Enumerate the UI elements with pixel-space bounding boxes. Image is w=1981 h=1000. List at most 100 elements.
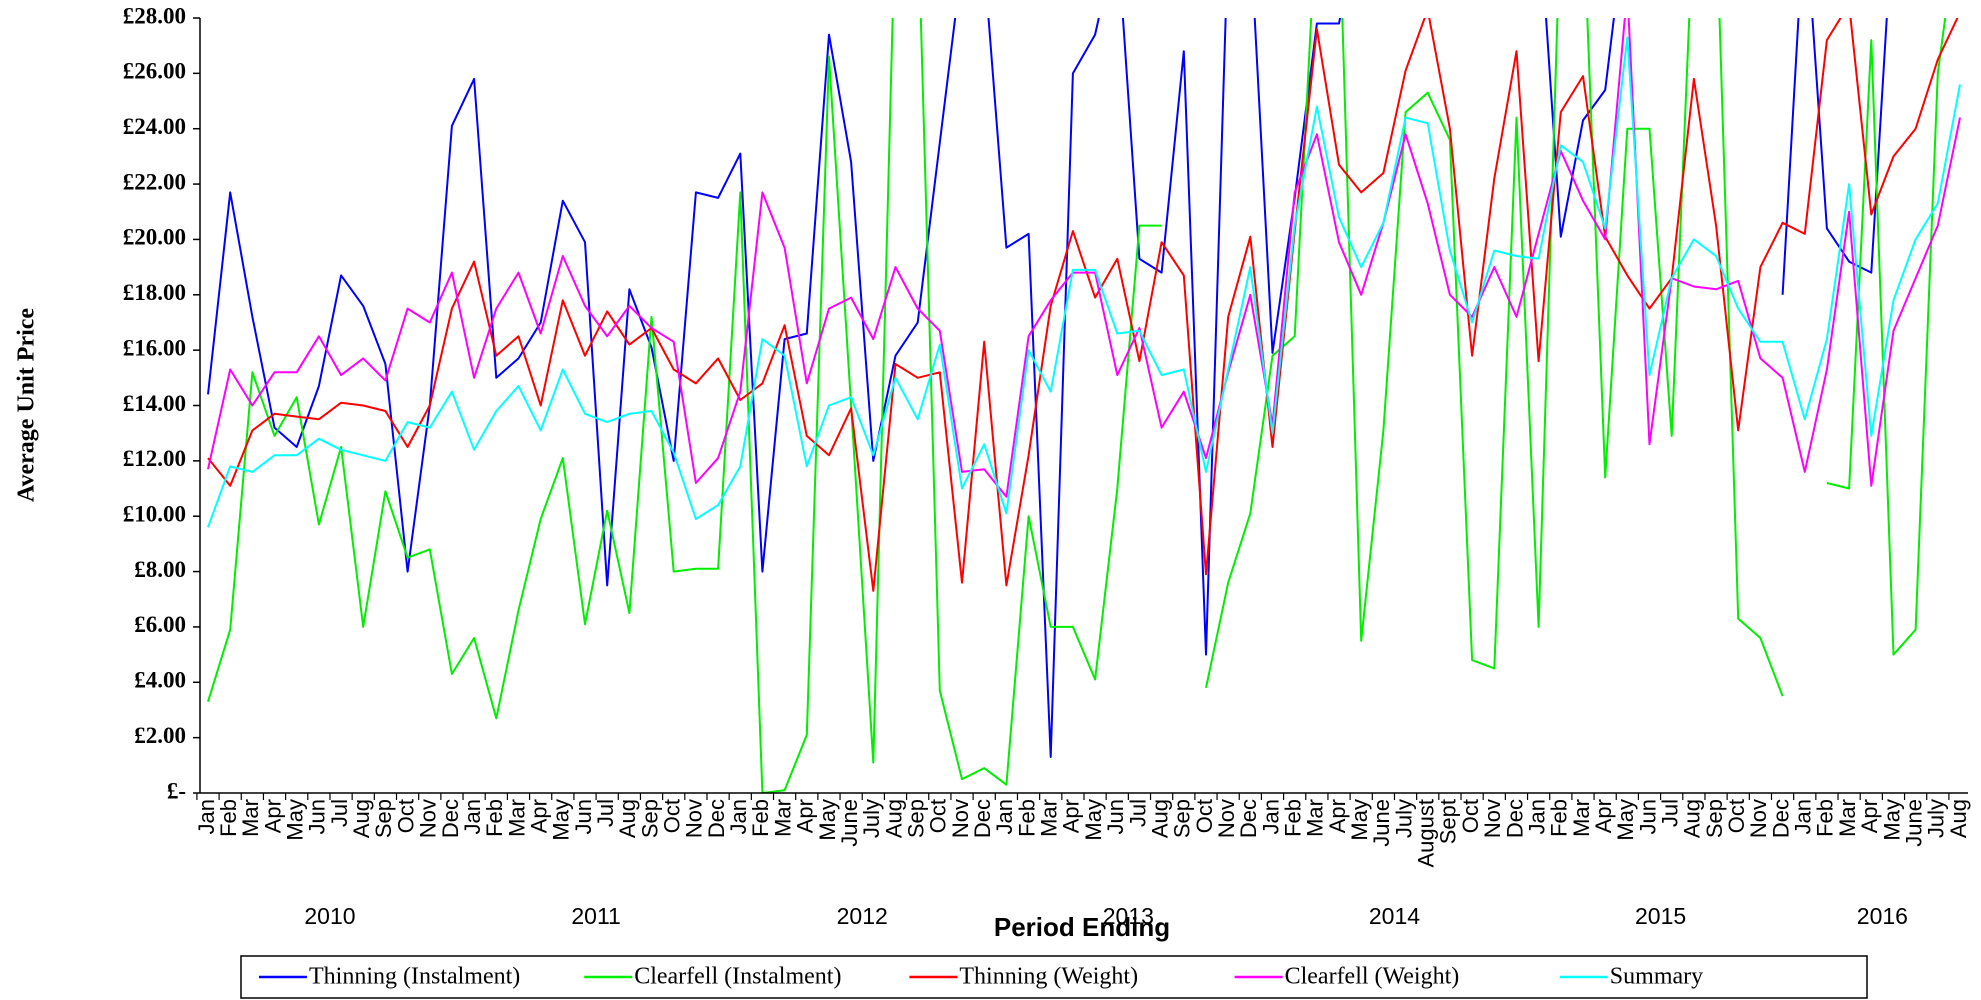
x-tick-label: Nov (1480, 799, 1505, 838)
series-line (207, 18, 1961, 498)
x-tick-label: May (1613, 799, 1638, 841)
x-tick-label: Sep (637, 799, 662, 838)
x-tick-label: Nov (1746, 799, 1771, 838)
x-tick-label: May (549, 799, 574, 841)
x-tick-label: Jan (1524, 799, 1549, 834)
x-tick-label: Apr (1857, 799, 1882, 833)
x-tick-label: Jan (194, 799, 219, 834)
y-tick-label: £4.00 (134, 668, 186, 693)
x-tick-label: July (1924, 799, 1949, 838)
x-tick-label: Dec (1502, 799, 1527, 838)
x-tick-label: Mar (770, 799, 795, 837)
y-tick-label: £16.00 (123, 335, 186, 360)
year-label: 2011 (571, 903, 620, 929)
x-tick-label: Aug (1680, 799, 1705, 838)
x-tick-label: Feb (1813, 799, 1838, 837)
x-tick-label: Sep (1170, 799, 1195, 838)
x-tick-label: Feb (1014, 799, 1039, 837)
x-tick-label: Dec (970, 799, 995, 838)
x-tick-label: Feb (748, 799, 773, 837)
y-tick-label: £2.00 (134, 723, 186, 748)
y-tick-label: £18.00 (123, 280, 186, 305)
x-tick-label: Oct (660, 799, 685, 833)
x-tick-label: Mar (1569, 799, 1594, 837)
legend-label: Summary (1610, 964, 1703, 990)
x-tick-label: Sep (1702, 799, 1727, 838)
x-tick-label: Aug (1946, 799, 1971, 838)
x-tick-label: July (1391, 799, 1416, 838)
series-line (207, 18, 1947, 793)
x-tick-label: Aug (615, 799, 640, 838)
x-tick-label: July (859, 799, 884, 838)
x-tick-label: Oct (926, 799, 951, 833)
year-label: 2014 (1369, 903, 1420, 929)
x-tick-label: Oct (393, 799, 418, 833)
y-tick-label: £- (167, 778, 186, 803)
x-tick-label: Aug (881, 799, 906, 838)
x-tick-label: Oct (1458, 799, 1483, 833)
legend-label: Clearfell (Instalment) (634, 964, 841, 990)
x-tick-label: Jul (593, 799, 618, 827)
x-tick-label: Jan (460, 799, 485, 834)
x-tick-label: Mar (1037, 799, 1062, 837)
x-tick-label: Dec (438, 799, 463, 838)
x-tick-label: Jul (1658, 799, 1683, 827)
x-tick-label: Jan (726, 799, 751, 834)
x-tick-label: June (837, 799, 862, 847)
x-tick-label: August (1414, 799, 1439, 868)
year-label: 2015 (1635, 903, 1686, 929)
x-tick-label: Jun (305, 799, 330, 834)
plot-lines (207, 18, 1961, 793)
x-tick-label: Jan (992, 799, 1017, 834)
y-axis-title: Average Unit Price (14, 308, 40, 502)
x-tick-label: Mar (504, 799, 529, 837)
y-tick-label: £12.00 (123, 446, 186, 471)
x-tick-label: Feb (216, 799, 241, 837)
x-tick-label: Sept (1436, 799, 1461, 844)
x-tick-label: Feb (1280, 799, 1305, 837)
x-tick-label: Nov (948, 799, 973, 838)
x-tick-label: June (1369, 799, 1394, 847)
y-tick-label: £28.00 (123, 3, 186, 28)
x-tick-label: Jun (571, 799, 596, 834)
x-tick-label: May (1081, 799, 1106, 841)
x-tick-label: Mar (1303, 799, 1328, 837)
y-tick-label: £14.00 (123, 391, 186, 416)
x-tick-label: Jun (1103, 799, 1128, 834)
x-tick-label: Nov (416, 799, 441, 838)
x-tick-label: May (1347, 799, 1372, 841)
y-tick-label: £10.00 (123, 501, 186, 526)
x-tick-label: Apr (526, 799, 551, 833)
x-tick-label: Apr (1591, 799, 1616, 833)
x-tick-label: Apr (793, 799, 818, 833)
x-tick-label: Nov (682, 799, 707, 838)
x-tick-label: Sep (371, 799, 396, 838)
x-tick-label: Apr (260, 799, 285, 833)
y-tick-label: £26.00 (123, 59, 186, 84)
y-tick-label: £22.00 (123, 169, 186, 194)
y-tick-label: £8.00 (134, 557, 186, 582)
x-tick-label: Oct (1724, 799, 1749, 833)
x-tick-label: Mar (238, 799, 263, 837)
x-tick-label: Oct (1192, 799, 1217, 833)
x-tick-label: Jul (1125, 799, 1150, 827)
series-line (207, 18, 1888, 758)
x-tick-label: Aug (349, 799, 374, 838)
x-tick-label: Jul (327, 799, 352, 827)
x-tick-label: May (283, 799, 308, 841)
x-tick-label: Feb (1547, 799, 1572, 837)
year-label: 2010 (304, 903, 355, 929)
x-tick-label: Nov (1214, 799, 1239, 838)
legend-label: Clearfell (Weight) (1285, 964, 1460, 990)
x-axis-title: Period Ending (994, 912, 1170, 942)
legend-label: Thinning (Instalment) (309, 964, 520, 990)
y-tick-label: £6.00 (134, 612, 186, 637)
series-line (207, 36, 1961, 528)
x-tick-label: Mar (1835, 799, 1860, 837)
x-tick-label: May (815, 799, 840, 841)
legend-label: Thinning (Weight) (959, 964, 1138, 990)
year-label: 2016 (1857, 903, 1908, 929)
x-tick-label: Feb (482, 799, 507, 837)
x-tick-label: Jan (1791, 799, 1816, 834)
